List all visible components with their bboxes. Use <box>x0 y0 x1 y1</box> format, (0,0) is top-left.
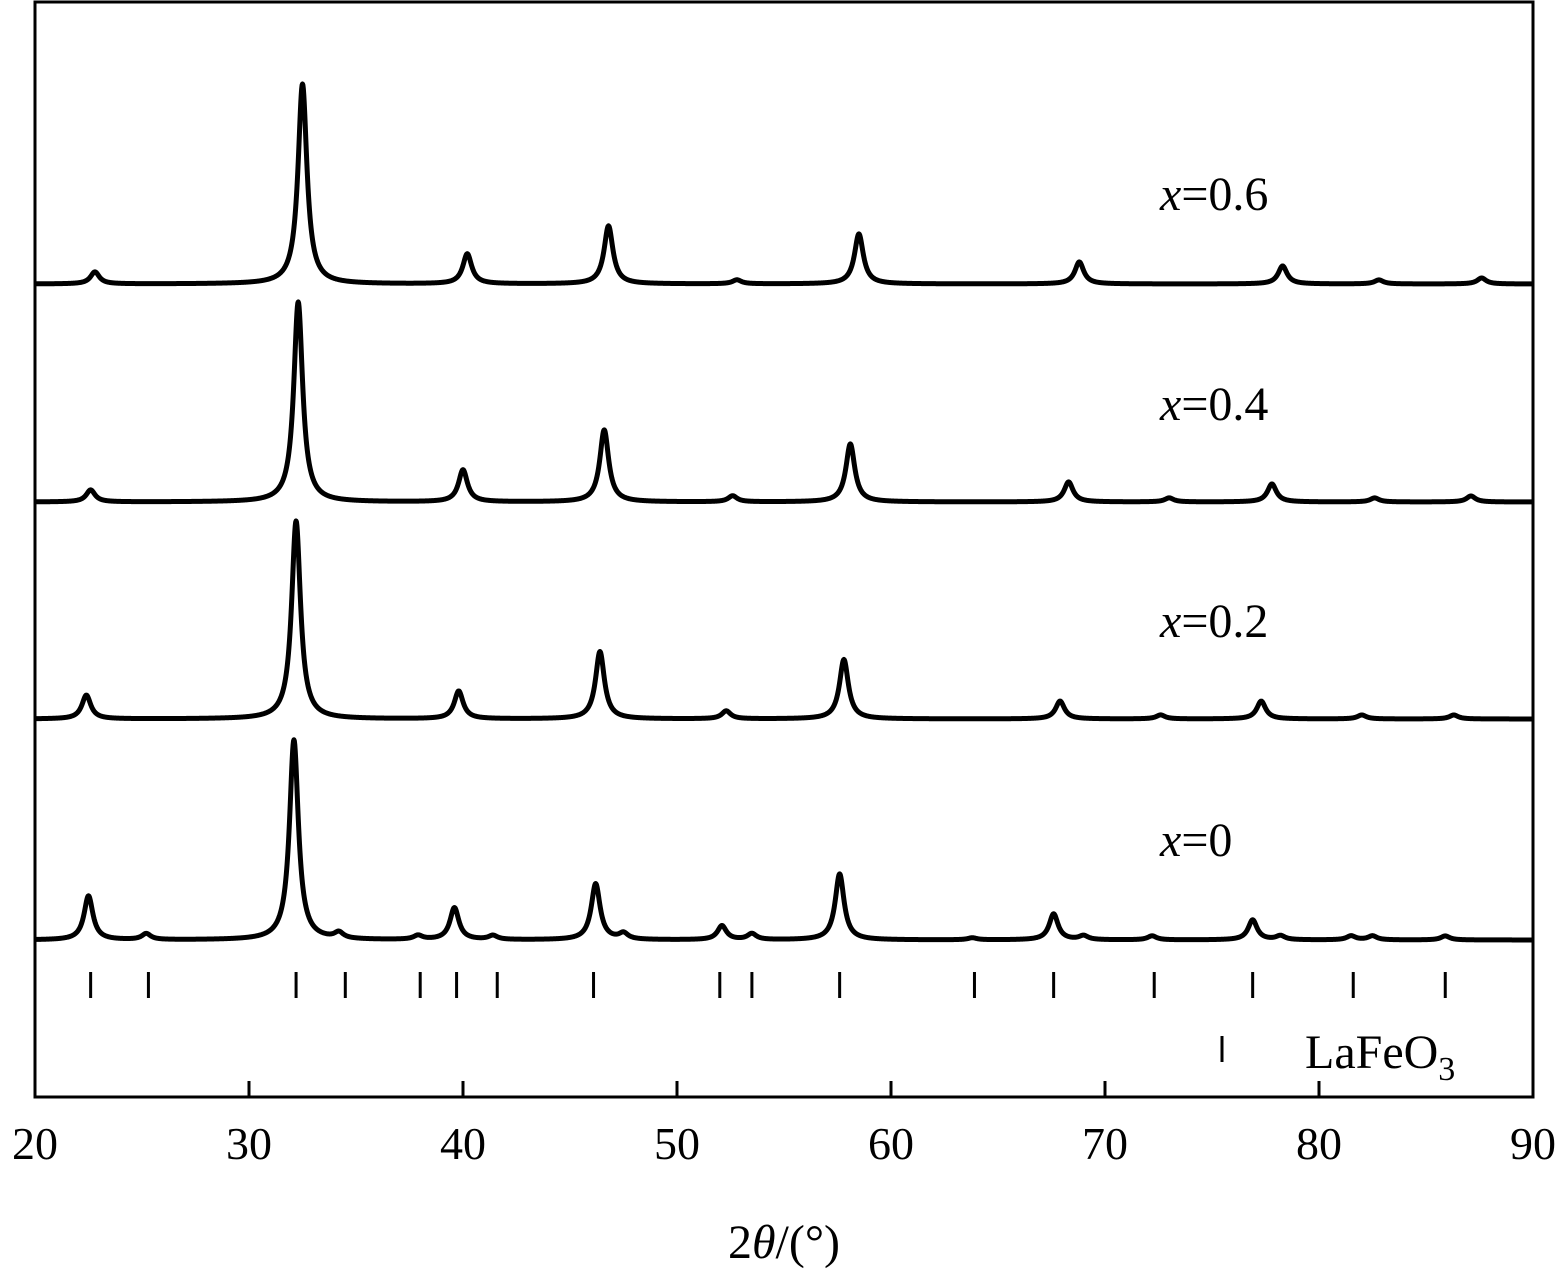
reference-pattern-ticks <box>89 972 1447 998</box>
series-label-2: x=0.4 <box>1159 378 1268 431</box>
x-tick-label: 60 <box>868 1118 914 1169</box>
x-tick-label: 30 <box>226 1118 272 1169</box>
legend-label: LaFeO3 <box>1305 1026 1455 1088</box>
series-line-2 <box>32 299 1536 505</box>
series-line-1 <box>32 518 1536 722</box>
series-group: x=0 x=0.2 x=0.4 x=0.6 <box>32 81 1536 943</box>
x-tick-label: 50 <box>654 1118 700 1169</box>
x-tick-label: 80 <box>1296 1118 1342 1169</box>
x-tick-label: 40 <box>440 1118 486 1169</box>
plot-frame <box>33 0 1535 1099</box>
x-axis-label: 2θ/(°) <box>728 1216 840 1269</box>
series-label-1: x=0.2 <box>1159 595 1268 648</box>
x-tick-label: 70 <box>1082 1118 1128 1169</box>
x-tick-label: 20 <box>12 1118 58 1169</box>
series-line-3 <box>32 81 1536 287</box>
x-axis-ticks: 20 30 40 50 60 70 80 90 <box>12 1081 1556 1169</box>
series-label-3: x=0.6 <box>1159 168 1268 221</box>
series-label-0: x=0 <box>1159 814 1232 867</box>
legend: LaFeO3 <box>1220 1026 1455 1088</box>
series-line-0 <box>32 737 1536 943</box>
x-tick-label: 90 <box>1510 1118 1556 1169</box>
